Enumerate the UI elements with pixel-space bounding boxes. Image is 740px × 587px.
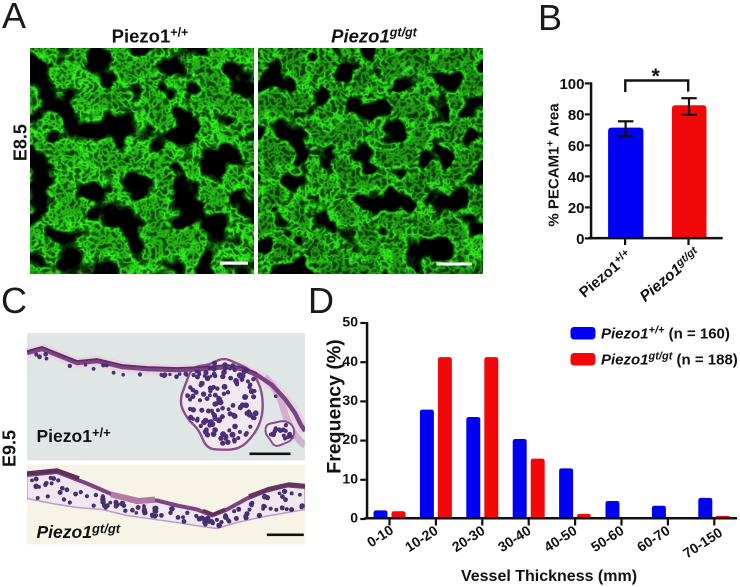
svg-text:20: 20 xyxy=(342,431,358,447)
svg-text:D: D xyxy=(308,280,334,321)
svg-text:*: * xyxy=(652,64,661,88)
svg-text:Piezo1+/+: Piezo1+/+ xyxy=(112,25,189,46)
svg-text:E9.5: E9.5 xyxy=(0,430,20,467)
svg-text:Vessel Thickness (mm): Vessel Thickness (mm) xyxy=(461,568,637,585)
svg-text:Frequency (%): Frequency (%) xyxy=(324,339,346,473)
svg-text:A: A xyxy=(2,0,26,36)
svg-text:30: 30 xyxy=(342,392,358,408)
svg-text:60: 60 xyxy=(568,138,585,155)
svg-text:% PECAM1+ Area: % PECAM1+ Area xyxy=(544,103,562,227)
svg-text:100: 100 xyxy=(559,76,584,93)
svg-text:E8.5: E8.5 xyxy=(10,124,30,161)
svg-text:0: 0 xyxy=(576,231,584,248)
svg-text:40: 40 xyxy=(568,169,585,186)
svg-text:10: 10 xyxy=(342,470,358,486)
svg-text:Piezo1+/+ (n = 160): Piezo1+/+ (n = 160) xyxy=(601,325,730,343)
svg-text:40: 40 xyxy=(342,353,358,369)
svg-text:B: B xyxy=(538,0,562,38)
svg-text:0: 0 xyxy=(350,510,358,526)
svg-text:50: 50 xyxy=(342,314,358,330)
svg-text:80: 80 xyxy=(568,107,585,124)
svg-text:Piezo1gt/gt (n = 188): Piezo1gt/gt (n = 188) xyxy=(601,351,738,369)
svg-text:20: 20 xyxy=(568,200,585,217)
svg-text:C: C xyxy=(1,280,27,321)
